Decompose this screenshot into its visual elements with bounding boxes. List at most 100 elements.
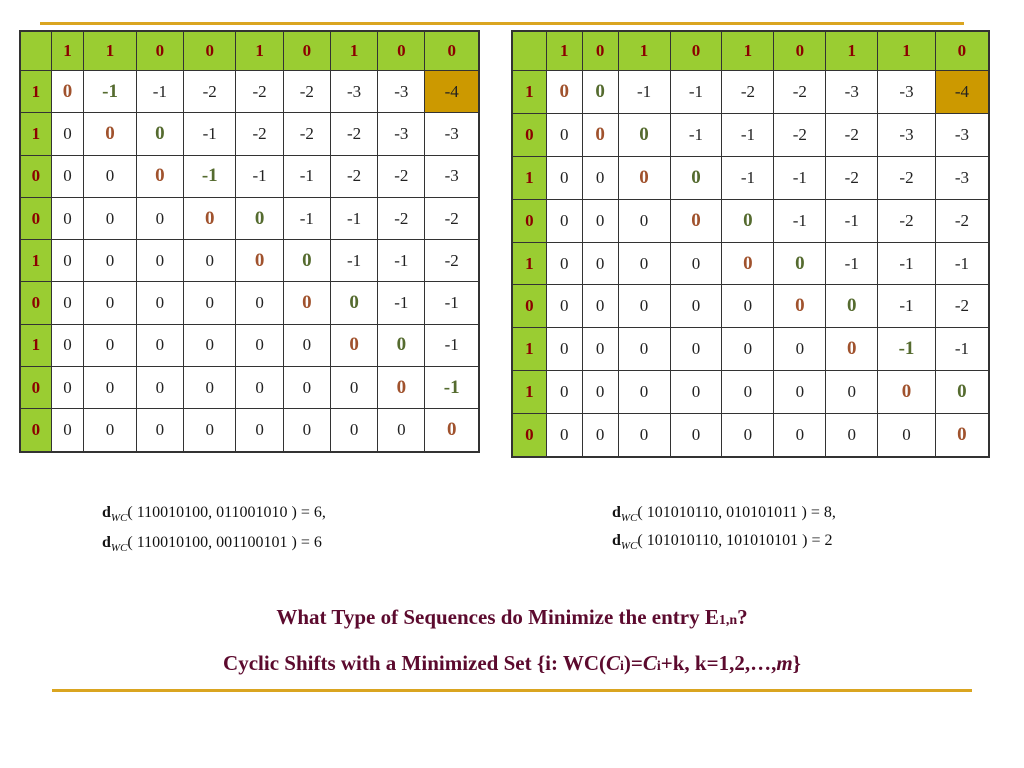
column-header-cell: 0 [424, 30, 480, 72]
table-cell: -1 [721, 156, 775, 200]
table-cell: 0 [545, 327, 583, 371]
table-cell: 0 [773, 327, 827, 371]
table-row: 1 0 0 -1 -1 -2 -2 -3 -3 -4 [511, 70, 990, 115]
row-header-cell: 1 [511, 156, 547, 200]
table-cell: 0 [135, 281, 185, 325]
table-cell: 0 [721, 241, 775, 286]
table-cell: 0 [50, 408, 85, 453]
table-cell: 0 [669, 369, 723, 414]
row-header-cell: 0 [19, 281, 52, 325]
table-cell: -2 [877, 156, 936, 200]
table-cell: -1 [825, 241, 879, 286]
column-header-cell: 1 [83, 30, 137, 72]
table-cell: 0 [377, 408, 426, 453]
row-header-cell: 0 [19, 408, 52, 453]
table-cell: -2 [773, 113, 827, 158]
row-header-cell: 1 [19, 112, 52, 156]
table-cell: -1 [83, 70, 137, 114]
table-cell: 0 [235, 323, 284, 367]
table-cell: 0 [545, 156, 583, 200]
table-cell: 0 [377, 323, 426, 367]
table-cell: -4 [424, 70, 480, 114]
table-cell: 0 [83, 408, 137, 453]
column-header-cell: 1 [877, 30, 936, 72]
table-cell: 0 [135, 408, 185, 453]
table-cell: 0 [282, 323, 331, 367]
table-row: 1 0 0 0 0 0 0 0 0 -1 [19, 323, 480, 367]
row-header-cell: 0 [511, 284, 547, 329]
table-cell: -2 [825, 113, 879, 158]
column-header-cell: 0 [581, 30, 619, 72]
table-cell: 0 [617, 412, 671, 458]
table-cell: -3 [377, 70, 426, 114]
table-cell: 0 [282, 281, 331, 325]
column-header-cell: 0 [135, 30, 185, 72]
table-cell: 0 [329, 323, 379, 367]
table-cell: 0 [773, 284, 827, 329]
table-cell: 0 [235, 239, 284, 283]
formula-left-1: dWC( 110010100, 011001010 ) = 6, [102, 504, 326, 525]
table-cell: 0 [545, 241, 583, 286]
table-cell: -3 [329, 70, 379, 114]
table-cell: -1 [669, 113, 723, 158]
table-cell: -3 [424, 154, 480, 198]
table-cell: 0 [50, 239, 85, 283]
table-cell: -2 [934, 284, 990, 329]
table-cell: 0 [581, 284, 619, 329]
table-cell: -1 [183, 112, 237, 156]
table-cell: 0 [825, 327, 879, 371]
table-cell: -2 [329, 154, 379, 198]
formula-left-2: dWC( 110010100, 001100101 ) = 6 [102, 534, 322, 555]
table-cell: 0 [83, 196, 137, 241]
table-cell: 0 [545, 113, 583, 158]
bottom-rule [52, 689, 972, 692]
column-header-cell: 0 [669, 30, 723, 72]
table-cell: 0 [669, 241, 723, 286]
table-cell: 0 [721, 412, 775, 458]
table-cell: 0 [135, 154, 185, 198]
table-row: 0 0 0 0 0 0 -1 -1 -2 -2 [511, 198, 990, 243]
table-row: 1 0 0 0 -1 -2 -2 -2 -3 -3 [19, 112, 480, 156]
column-header-cell: 1 [235, 30, 284, 72]
table-cell: -1 [773, 156, 827, 200]
table-cell: -3 [377, 112, 426, 156]
table-cell: 0 [83, 112, 137, 156]
question-heading: What Type of Sequences do Minimize the e… [276, 605, 748, 629]
table-cell: -1 [377, 281, 426, 325]
table-cell: -1 [617, 70, 671, 115]
table-cell: 0 [183, 281, 237, 325]
table-row: 0 0 0 0 -1 -1 -1 -2 -2 -3 [19, 154, 480, 198]
table-cell: -1 [934, 241, 990, 286]
table-cell: -2 [424, 239, 480, 283]
table-row: 1 0 -1 -1 -2 -2 -2 -3 -3 -4 [19, 70, 480, 114]
table-cell: 0 [83, 154, 137, 198]
table-cell: 0 [83, 239, 137, 283]
table-cell: 0 [581, 369, 619, 414]
table-cell: -3 [934, 156, 990, 200]
table-cell: -3 [934, 113, 990, 158]
row-header-cell: 0 [511, 412, 547, 458]
table-cell: 0 [50, 112, 85, 156]
table-cell: 0 [825, 284, 879, 329]
table-cell: -1 [424, 365, 480, 410]
table-cell: 0 [50, 154, 85, 198]
table-cell: 0 [235, 196, 284, 241]
table-cell: 0 [825, 369, 879, 414]
table-cell: 0 [377, 365, 426, 410]
table-cell: -2 [825, 156, 879, 200]
table-cell: -1 [282, 154, 331, 198]
table-cell: -1 [235, 154, 284, 198]
row-header-cell: 1 [511, 70, 547, 115]
table-cell: 0 [617, 156, 671, 200]
table-cell: -1 [183, 154, 237, 198]
column-header-cell: 0 [282, 30, 331, 72]
answer-heading: Cyclic Shifts with a Minimized Set {i: W… [223, 651, 801, 675]
table-cell: -1 [282, 196, 331, 241]
table-cell: 0 [773, 412, 827, 458]
table-cell: -1 [135, 70, 185, 114]
column-header-cell: 0 [183, 30, 237, 72]
column-header-cell: 0 [377, 30, 426, 72]
table-cell: -1 [877, 284, 936, 329]
